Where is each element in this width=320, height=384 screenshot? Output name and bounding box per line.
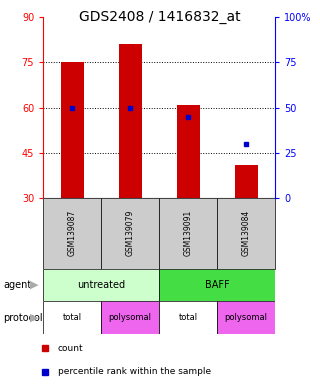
Text: total: total bbox=[179, 313, 198, 322]
Bar bbox=[159, 269, 275, 301]
Text: agent: agent bbox=[3, 280, 31, 290]
Bar bbox=[60, 62, 84, 198]
Bar bbox=[43, 269, 159, 301]
Text: GSM139079: GSM139079 bbox=[126, 210, 135, 257]
Bar bbox=[119, 44, 142, 198]
Text: ▶: ▶ bbox=[30, 313, 39, 323]
Text: protocol: protocol bbox=[3, 313, 43, 323]
Bar bbox=[159, 301, 217, 334]
Text: BAFF: BAFF bbox=[205, 280, 229, 290]
Text: count: count bbox=[58, 344, 83, 353]
Bar bbox=[43, 301, 101, 334]
Bar bbox=[235, 165, 258, 198]
Bar bbox=[101, 198, 159, 269]
Text: GSM139084: GSM139084 bbox=[242, 210, 251, 257]
Bar bbox=[217, 198, 275, 269]
Text: GDS2408 / 1416832_at: GDS2408 / 1416832_at bbox=[79, 10, 241, 23]
Text: polysomal: polysomal bbox=[109, 313, 152, 322]
Bar bbox=[159, 198, 217, 269]
Bar bbox=[43, 198, 101, 269]
Text: GSM139087: GSM139087 bbox=[68, 210, 77, 257]
Bar bbox=[217, 301, 275, 334]
Text: total: total bbox=[63, 313, 82, 322]
Text: untreated: untreated bbox=[77, 280, 125, 290]
Bar bbox=[101, 301, 159, 334]
Bar bbox=[177, 104, 200, 198]
Text: ▶: ▶ bbox=[30, 280, 39, 290]
Text: polysomal: polysomal bbox=[225, 313, 268, 322]
Text: percentile rank within the sample: percentile rank within the sample bbox=[58, 367, 211, 376]
Text: GSM139091: GSM139091 bbox=[184, 210, 193, 257]
